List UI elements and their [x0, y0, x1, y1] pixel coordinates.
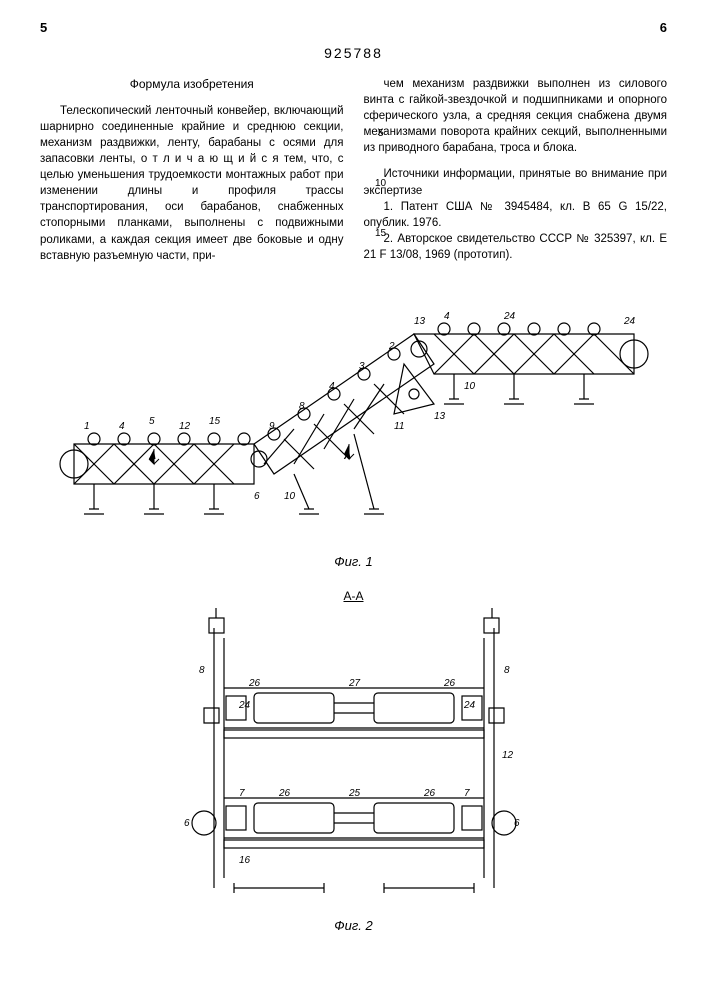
svg-text:6: 6: [184, 818, 190, 829]
svg-text:8: 8: [299, 401, 305, 412]
figure-1: 14 51215 98 432 134 2424 610 1113 10 A A: [54, 284, 654, 544]
figure-1-caption: Фиг. 1: [40, 554, 667, 569]
reference-2: 2. Авторское свидетельство СССР № 325397…: [364, 231, 668, 263]
figure-2-label: A-A: [40, 589, 667, 603]
svg-text:25: 25: [348, 788, 361, 799]
svg-text:13: 13: [414, 316, 426, 327]
svg-text:5: 5: [149, 416, 155, 427]
svg-text:26: 26: [443, 678, 456, 689]
svg-text:8: 8: [199, 665, 205, 676]
svg-text:26: 26: [248, 678, 261, 689]
svg-text:4: 4: [329, 381, 335, 392]
figure-2: 8 8 26 24 27 26 24 7 26 25 26 7 6 6 12 16: [164, 608, 544, 908]
svg-text:26: 26: [278, 788, 291, 799]
right-column: чем механизм раздвижки выполнен из силов…: [364, 76, 668, 264]
reference-1: 1. Патент США № 3945484, кл. B 65 G 15/2…: [364, 199, 668, 231]
svg-text:12: 12: [502, 750, 514, 761]
svg-text:6: 6: [254, 491, 260, 502]
svg-text:1: 1: [84, 421, 90, 432]
svg-text:4: 4: [444, 311, 450, 322]
svg-text:26: 26: [423, 788, 436, 799]
right-col-number: 6: [660, 20, 667, 35]
figure-2-caption: Фиг. 2: [40, 918, 667, 933]
left-col-number: 5: [40, 20, 47, 35]
claim-text-right: чем механизм раздвижки выполнен из силов…: [364, 76, 668, 156]
svg-text:3: 3: [359, 361, 365, 372]
svg-text:7: 7: [239, 788, 245, 799]
svg-text:6: 6: [514, 818, 520, 829]
svg-text:10: 10: [284, 491, 296, 502]
svg-text:11: 11: [394, 421, 404, 432]
svg-text:24: 24: [238, 700, 251, 711]
svg-text:24: 24: [503, 311, 516, 322]
line-number: 5: [378, 128, 384, 139]
svg-text:16: 16: [239, 855, 251, 866]
text-columns: Формула изобретения Телескопический лент…: [40, 76, 667, 264]
svg-text:9: 9: [269, 421, 275, 432]
left-column: Формула изобретения Телескопический лент…: [40, 76, 344, 264]
svg-text:2: 2: [388, 341, 395, 352]
svg-text:4: 4: [119, 421, 125, 432]
svg-text:12: 12: [179, 421, 191, 432]
claim-text-left: Телескопический ленточный конвейер, вклю…: [40, 103, 344, 264]
svg-text:13: 13: [434, 411, 446, 422]
line-number: 15: [375, 228, 386, 239]
svg-text:15: 15: [209, 416, 221, 427]
svg-text:7: 7: [464, 788, 470, 799]
svg-text:8: 8: [504, 665, 510, 676]
claim-title: Формула изобретения: [40, 76, 344, 93]
svg-text:24: 24: [463, 700, 476, 711]
svg-text:24: 24: [623, 316, 636, 327]
svg-text:10: 10: [464, 381, 476, 392]
line-number: 10: [375, 178, 386, 189]
references-title: Источники информации, принятые во вниман…: [364, 166, 668, 198]
document-number: 925788: [40, 45, 667, 61]
svg-text:27: 27: [348, 678, 361, 689]
figures-area: 14 51215 98 432 134 2424 610 1113 10 A A…: [40, 284, 667, 933]
